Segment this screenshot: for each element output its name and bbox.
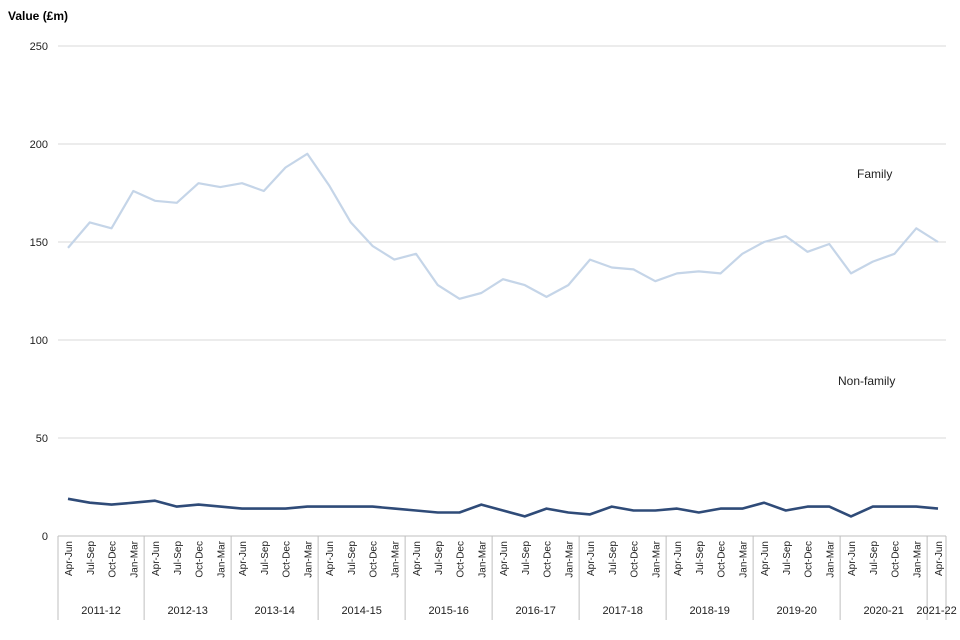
x-tick-label: Jan-Mar [216,540,227,577]
x-tick-label: Oct-Dec [282,541,293,578]
series-labels: Family Non-family [838,167,895,388]
x-tick-label: Apr-Jun [151,541,162,576]
x-tick-label: Jul-Sep [434,541,445,575]
y-tick-label: 0 [42,531,48,543]
x-tick-label: Apr-Jun [760,541,771,576]
series-line-non-family [67,497,939,518]
series-lines [67,152,939,518]
x-tick-label: Jan-Mar [651,540,662,577]
x-tick-label: Jan-Mar [825,540,836,577]
year-label: 2015-16 [428,605,468,617]
x-tick-label: Oct-Dec [195,541,206,578]
x-tick-label: Oct-Dec [543,541,554,578]
x-tick-label: Jul-Sep [521,541,532,575]
series-label-family: Family [857,167,892,181]
x-tick-label: Oct-Dec [108,541,119,578]
year-label: 2012-13 [167,605,207,617]
year-label: 2011-12 [81,605,121,617]
x-tick-label: Oct-Dec [456,541,467,578]
x-tick-label: Oct-Dec [891,541,902,578]
x-tick-label: Oct-Dec [717,541,728,578]
x-tick-label: Oct-Dec [630,541,641,578]
x-tick-label: Apr-Jun [499,541,510,576]
series-line-family [67,152,939,300]
x-tick-label: Apr-Jun [586,541,597,576]
x-tick-label: Oct-Dec [369,541,380,578]
year-label: 2013-14 [254,605,294,617]
x-tick-label: Jul-Sep [173,541,184,575]
x-tick-label: Apr-Jun [238,541,249,576]
year-label: 2017-18 [602,605,642,617]
y-tick-label: 50 [36,433,48,445]
y-tick-label: 100 [30,335,48,347]
x-tick-label: Jan-Mar [738,540,749,577]
x-tick-label: Jul-Sep [608,541,619,575]
x-axis: 2011-12 2012-13 2013-14 2014-15 2015-16 2016-… [57,535,957,620]
year-label: 2021-22 [916,605,956,617]
year-label: 2016-17 [515,605,555,617]
x-tick-label: Jul-Sep [782,541,793,575]
x-tick-label: Jan-Mar [129,540,140,577]
x-tick-label: Apr-Jun [934,541,945,576]
x-tick-label: Jan-Mar [564,540,575,577]
y-tick-label: 200 [30,139,48,151]
x-tick-label: Jul-Sep [86,541,97,575]
x-tick-label: Apr-Jun [325,541,336,576]
x-tick-label: Apr-Jun [64,541,75,576]
year-label: 2020-21 [863,605,903,617]
year-label: 2019-20 [776,605,816,617]
y-axis-title: Value (£m) [8,9,68,23]
x-tick-label: Apr-Jun [673,541,684,576]
gridlines [58,45,946,439]
year-label: 2018-19 [689,605,729,617]
y-tick-label: 250 [30,41,48,53]
y-axis-ticks: 0 50 100 150 200 250 [30,41,48,543]
x-tick-label: Jul-Sep [695,541,706,575]
x-tick-label: Oct-Dec [804,541,815,578]
x-tick-label: Jan-Mar [912,540,923,577]
x-tick-label: Jan-Mar [303,540,314,577]
x-tick-label: Jul-Sep [260,541,271,575]
x-tick-label: Jul-Sep [869,541,880,575]
year-label: 2014-15 [341,605,381,617]
y-tick-label: 150 [30,237,48,249]
x-tick-label: Apr-Jun [412,541,423,576]
x-tick-label: Apr-Jun [847,541,858,576]
series-label-non-family: Non-family [838,374,895,388]
x-tick-label: Jan-Mar [477,540,488,577]
x-tick-label: Jan-Mar [390,540,401,577]
x-tick-label: Jul-Sep [347,541,358,575]
